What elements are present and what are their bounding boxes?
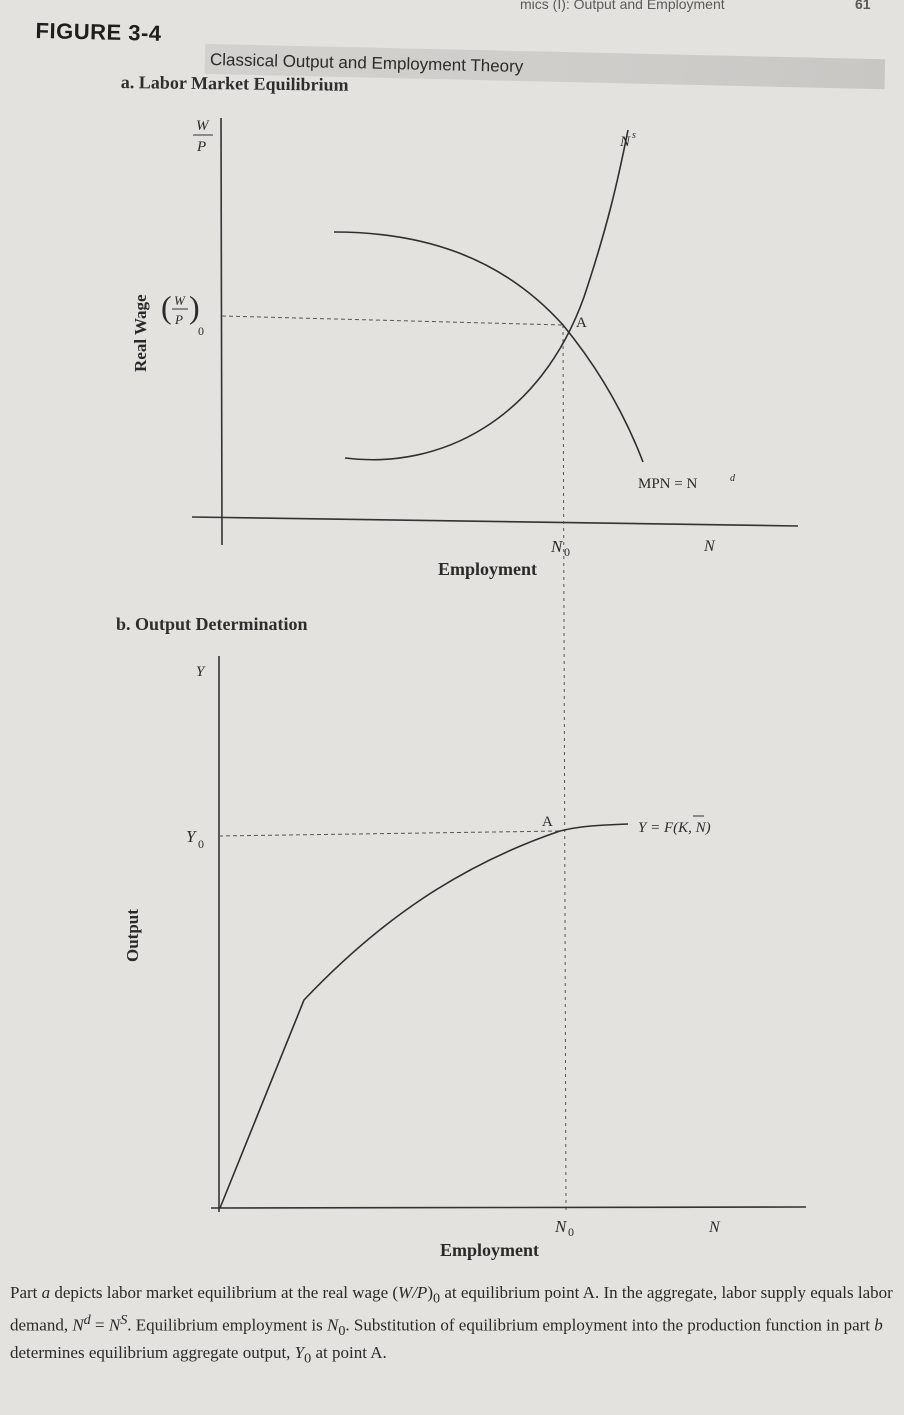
panel-a-x-var: N [703,538,716,555]
panel-b-point-label: A [542,814,553,830]
eq-output-main: Y [186,827,197,846]
panel-a-x-axis-label: Employment [438,559,537,579]
caption-italic: a [41,1283,51,1302]
caption-text: depicts labor market equilibrium at the … [50,1283,399,1302]
labor-supply-curve [344,129,629,461]
panel-b-output-dashed-line [218,830,561,837]
production-function-curve [219,823,629,1209]
eq-wage-num: W [174,293,186,308]
panel-a-eq-employment-label: N 0 [550,537,570,559]
employment-dashed-line [562,324,567,1211]
running-header: mics (I): Output and Employment 61 [520,0,900,14]
panel-b-eq-employment-label: N 0 [554,1217,574,1239]
panel-a-eq-employment-sub: 0 [564,545,570,559]
caption-subscript: 0 [304,1350,312,1367]
caption-italic: b [874,1316,883,1336]
labor-demand-label-main: MPN = N [638,476,697,492]
classical-theory-diagram: W P Real Wage ( W P ) 0 N s A MPN = N d … [123,117,807,1260]
real-wage-var-label: W P [193,118,213,155]
eq-wage-right-paren: ) [189,289,200,325]
eq-output-sub: 0 [198,837,204,851]
labor-supply-label-sup: s [632,130,636,141]
panel-b-eq-employment-main: N [554,1217,568,1236]
caption-text: determines equilibrium aggregate output, [10,1343,295,1363]
production-function-label: Y = F(K, N) [638,820,711,836]
caption-text: . Equilibrium employment is [127,1316,327,1336]
eq-wage-den: P [174,312,183,327]
caption-text: Part [10,1283,42,1302]
caption-text: at point A. [311,1343,387,1363]
real-wage-var-num: W [196,118,210,134]
caption-italic: N [327,1316,339,1336]
panel-a-x-axis [191,516,799,527]
caption-text: ) [427,1283,433,1302]
labor-supply-label-main: N [619,134,631,150]
real-wage-axis-label: Real Wage [131,294,150,372]
labor-demand-label: MPN = N d [638,473,736,492]
eq-wage-left-paren: ( [161,289,172,325]
labor-demand-curve [333,231,644,463]
caption-text: at equilibrium point A. In the aggregate… [10,1283,893,1336]
panel-b-graph: Y Y 0 Output A Y = F(K, N) N 0 N Employm… [123,656,807,1260]
output-axis-label: Output [123,909,142,962]
caption-italic: N [72,1316,84,1336]
labor-demand-label-sup: d [730,473,736,484]
caption-italic: Y [294,1343,305,1363]
equilibrium-wage-label: ( W P ) 0 [161,289,204,338]
caption-superscript: d [83,1312,91,1329]
equilibrium-output-label: Y 0 [186,827,204,851]
panel-a-point-label: A [576,315,587,331]
running-header-text: mics (I): Output and Employment [520,0,725,12]
caption-superscript: S [120,1312,128,1329]
caption-italic: W/P [398,1283,428,1302]
panel-a-eq-employment-main: N [550,537,564,556]
panel-b-eq-employment-sub: 0 [568,1225,574,1239]
panel-b-x-var: N [708,1219,721,1236]
panel-b-x-axis-label: Employment [440,1240,539,1260]
panel-a-y-axis [220,117,223,546]
figure-caption: Part a depicts labor market equilibrium … [10,1282,894,1370]
panel-b-x-axis [210,1206,807,1209]
caption-italic: N [108,1316,121,1336]
caption-subscript: 0 [338,1323,346,1340]
page-number: 61 [855,0,871,12]
real-wage-var-den: P [196,139,206,155]
panel-a-wage-dashed-line [221,315,564,326]
caption-subscript: 0 [433,1290,441,1307]
panel-a-graph: W P Real Wage ( W P ) 0 N s A MPN = N d … [131,117,799,1211]
labor-supply-label: N s [619,130,636,150]
caption-text: . Substitution of equilibrium employment… [345,1316,875,1336]
caption-text: = [90,1316,109,1336]
panel-b-title: b. Output Determination [116,614,308,634]
panel-b-y-var: Y [196,664,206,680]
eq-wage-subscript: 0 [198,324,204,338]
caption-paragraph: Part a depicts labor market equilibrium … [10,1282,894,1370]
